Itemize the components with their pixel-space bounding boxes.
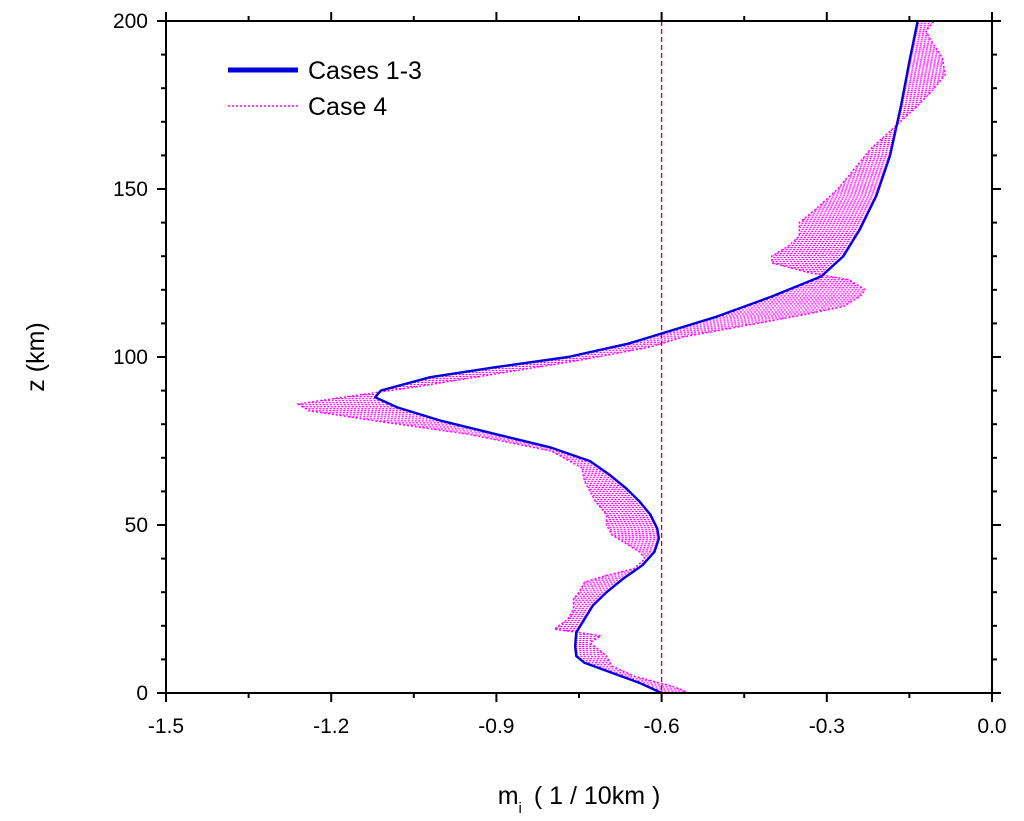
legend-label-cases-1-3: Cases 1-3 xyxy=(308,57,422,85)
x-axis-title-subscript: i xyxy=(519,800,522,817)
x-tick-label: 0.0 xyxy=(977,715,1006,738)
legend: Cases 1-3 Case 4 xyxy=(228,57,422,121)
y-tick-label: 0 xyxy=(136,682,148,705)
legend-label-case-4: Case 4 xyxy=(308,93,387,121)
x-tick-label: -0.3 xyxy=(809,715,845,738)
x-tick-label: -1.2 xyxy=(313,715,349,738)
series-case-4 xyxy=(296,21,946,693)
series-cases-1-3 xyxy=(374,21,919,693)
x-axis-title: mi ( 1 / 10km ) xyxy=(498,782,661,817)
series-layer xyxy=(296,21,946,693)
x-axis-title-symbol: m xyxy=(498,782,519,810)
y-tick-label: 150 xyxy=(113,178,148,201)
y-axis-title: z (km) xyxy=(22,322,50,391)
y-tick-label: 100 xyxy=(113,346,148,369)
x-tick-label: -0.9 xyxy=(478,715,514,738)
y-tick-label: 200 xyxy=(113,10,148,33)
plot-background xyxy=(166,21,992,693)
y-tick-label: 50 xyxy=(125,514,148,537)
x-axis-title-unit: ( 1 / 10km ) xyxy=(534,782,660,810)
ticks-layer: -1.5 -1.2 -0.9 -0.6 -0.3 0.0 0 50 100 150 200 xyxy=(113,10,1007,738)
x-tick-label: -0.6 xyxy=(644,715,680,738)
x-tick-label: -1.5 xyxy=(148,715,184,738)
